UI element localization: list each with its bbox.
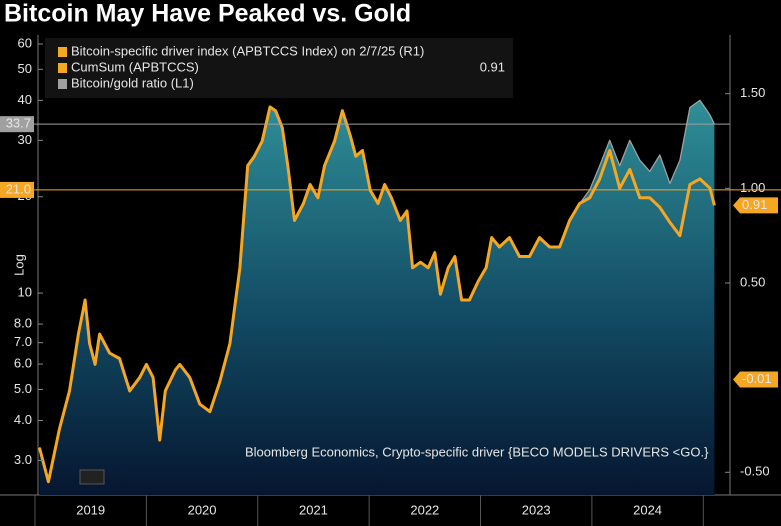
marker-box: [733, 197, 778, 214]
marker-label: -0.01: [742, 371, 772, 386]
y2-tick-label: 0.50: [740, 274, 765, 289]
x-tick-label: 2023: [522, 502, 551, 517]
y-tick-label: 8.0: [14, 316, 32, 331]
chart-icon: [79, 469, 105, 485]
marker-box: [0, 116, 34, 133]
legend-label: Bitcoin-specific driver index (APBTCCS I…: [71, 43, 424, 58]
y-tick-label: 3.0: [14, 452, 32, 467]
y2-tick-label: 1.00: [740, 180, 765, 195]
chart-title: Bitcoin May Have Peaked vs. Gold: [4, 0, 411, 28]
y-tick-label: 50: [18, 61, 32, 76]
y-tick-label: 4.0: [14, 412, 32, 427]
y-tick-label: 40: [18, 92, 32, 107]
legend-label: Bitcoin/gold ratio (L1): [71, 75, 194, 90]
legend-swatch: [58, 79, 67, 89]
x-tick-label: 2024: [633, 502, 662, 517]
legend-value: 0.91: [480, 59, 505, 74]
x-tick-label: 2019: [76, 502, 105, 517]
area: [39, 100, 715, 496]
x-tick-label: 2020: [188, 502, 217, 517]
y-tick-label: 7.0: [14, 334, 32, 349]
x-tick-label: 2021: [299, 502, 328, 517]
legend-box: [45, 38, 513, 98]
legend-swatch: [58, 63, 67, 73]
legend-label: CumSum (APBTCCS): [71, 59, 199, 74]
y-tick-label: 6.0: [14, 356, 32, 371]
legend-swatch: [58, 47, 67, 57]
marker-label: 33.7: [6, 116, 31, 131]
y-tick-label: 5.0: [14, 381, 32, 396]
marker-box: [733, 371, 778, 388]
x-tick-label: 2022: [410, 502, 439, 517]
marker-label: 0.91: [742, 197, 767, 212]
y-tick-label: 60: [18, 35, 32, 50]
overlay: 3.04.05.06.07.08.0102030405060-0.500.501…: [0, 35, 781, 526]
y-tick-label: 10: [18, 285, 32, 300]
y-axis-label: Log: [11, 254, 26, 276]
marker-label: 21.0: [6, 181, 31, 196]
note: Bloomberg Economics, Crypto-specific dri…: [245, 444, 709, 459]
y2-tick-label: 1.50: [740, 85, 765, 100]
marker-box: [0, 181, 34, 198]
y2-tick-label: -0.50: [740, 464, 770, 479]
plot-area: [0, 35, 781, 496]
line: [38, 105, 716, 484]
y-tick-label: 30: [18, 132, 32, 147]
